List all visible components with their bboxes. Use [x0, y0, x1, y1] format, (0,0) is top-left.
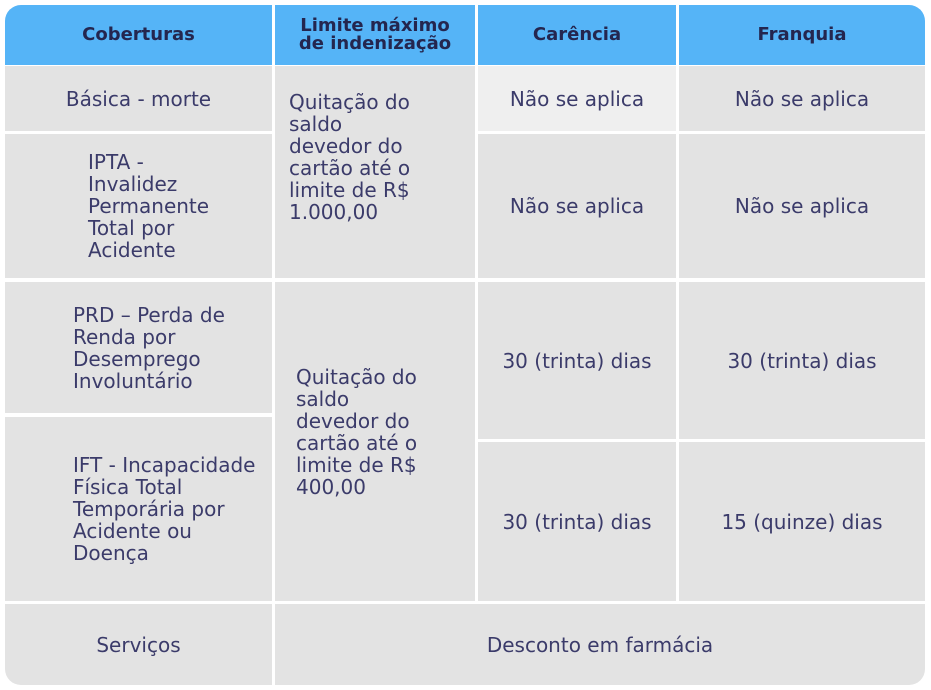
carencia-cell: Não se aplica — [478, 66, 676, 131]
limite-cell: Quitação do saldo devedor do cartão até … — [275, 282, 475, 601]
cell-text: Quitação do saldo devedor do cartão até … — [296, 364, 418, 499]
cobertura-cell: Básica - morte — [5, 66, 272, 131]
franquia-cell: 30 (trinta) dias — [679, 282, 925, 439]
carencia-cell: 30 (trinta) dias — [478, 282, 676, 439]
servicos-label: Serviços — [5, 604, 272, 685]
cobertura-cell: IPTA - Invalidez Permanente Total por Ac… — [5, 134, 272, 278]
header-cell: Coberturas — [5, 5, 272, 65]
cobertura-cell: PRD – Perda de Renda por Desemprego Invo… — [5, 282, 272, 413]
cell-text: Quitação do saldo devedor do cartão até … — [289, 90, 411, 224]
franquia-cell: 15 (quinze) dias — [679, 442, 925, 601]
header-cell: Limite máximo de indenização — [275, 5, 475, 65]
header-cell: Franquia — [679, 5, 925, 65]
franquia-cell: Não se aplica — [679, 134, 925, 278]
header-cell: Carência — [478, 5, 676, 65]
limite-cell: Quitação do saldo devedor do cartão até … — [275, 66, 475, 278]
carencia-cell: 30 (trinta) dias — [478, 442, 676, 601]
coverage-table: Coberturas Limite máximo de indenização … — [5, 5, 925, 685]
servicos-value: Desconto em farmácia — [275, 604, 925, 685]
franquia-cell: Não se aplica — [679, 66, 925, 131]
cell-text: IFT - Incapacidade Física Total Temporár… — [73, 453, 256, 565]
cell-text: PRD – Perda de Renda por Desemprego Invo… — [73, 302, 225, 393]
cobertura-cell: IFT - Incapacidade Física Total Temporár… — [5, 417, 272, 601]
carencia-cell: Não se aplica — [478, 134, 676, 278]
cell-text: IPTA - Invalidez Permanente Total por Ac… — [88, 150, 210, 262]
